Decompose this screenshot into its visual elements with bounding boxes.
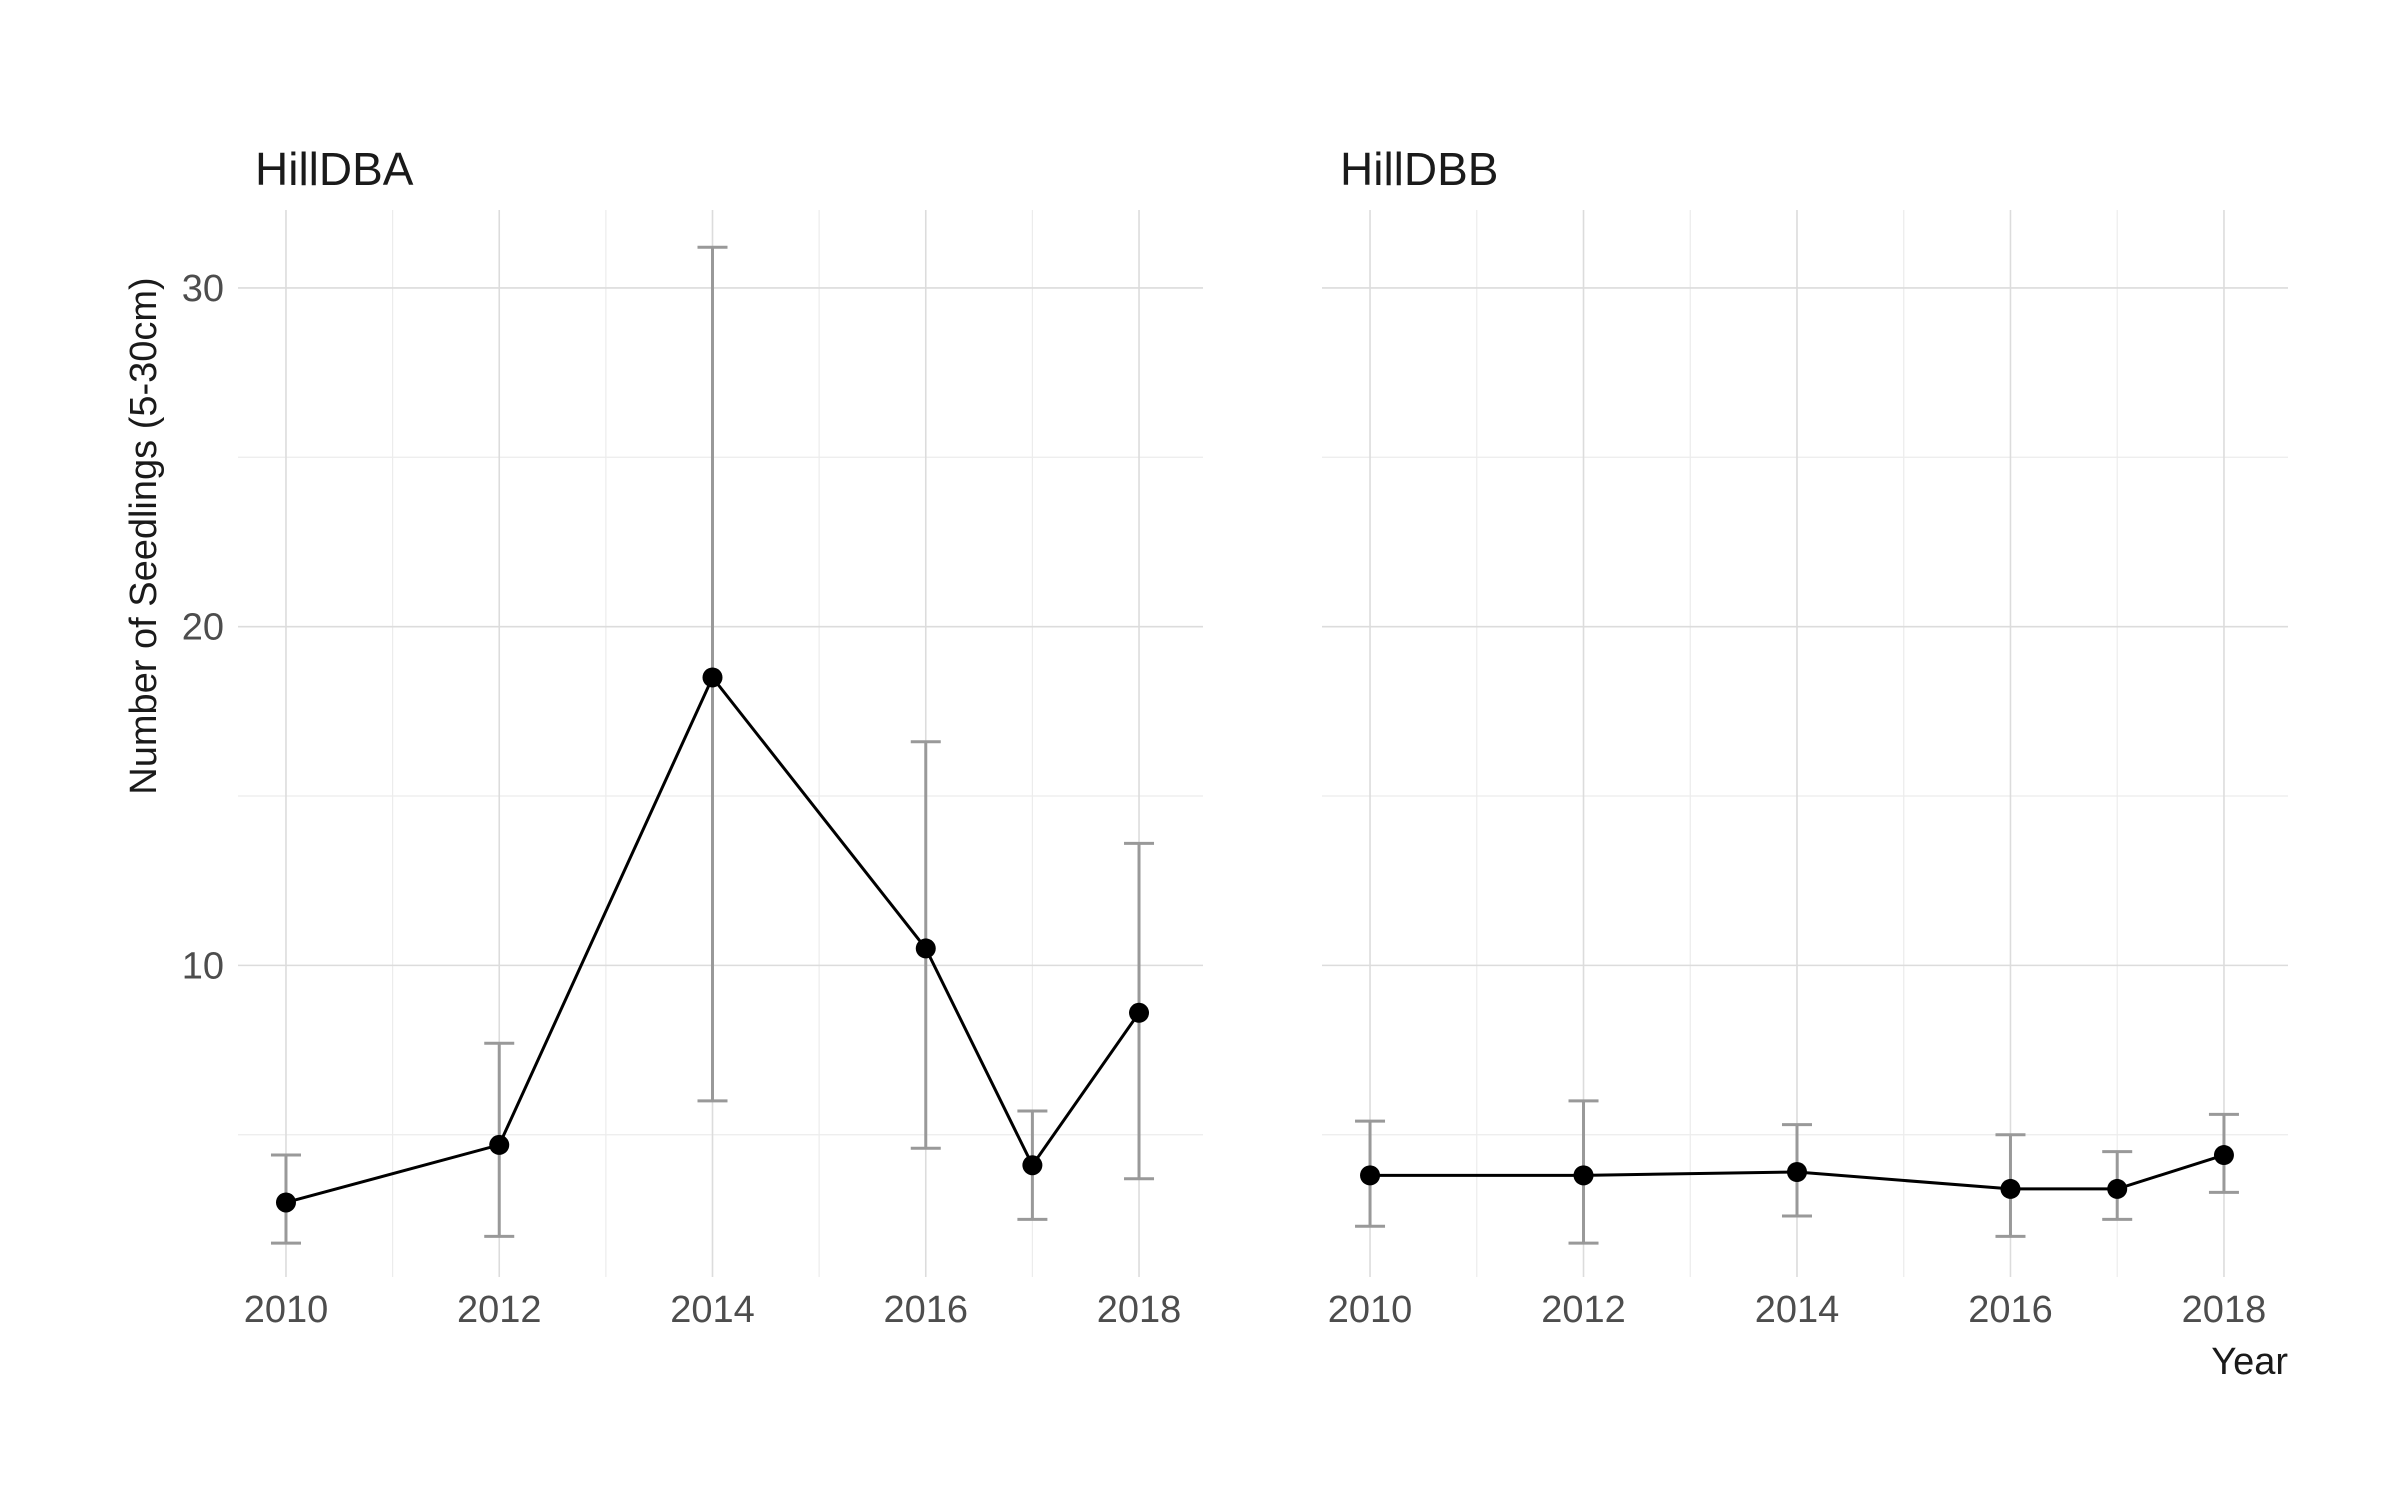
y-tick-label: 30 bbox=[182, 268, 224, 310]
data-point bbox=[1573, 1165, 1594, 1186]
data-point bbox=[275, 1192, 296, 1213]
data-point bbox=[702, 667, 723, 688]
data-point bbox=[1786, 1161, 1807, 1182]
x-tick-label: 2010 bbox=[1328, 1289, 1413, 1331]
x-tick-label: 2018 bbox=[1097, 1289, 1182, 1331]
x-tick-label: 2010 bbox=[244, 1289, 329, 1331]
x-tick-label: 2014 bbox=[670, 1289, 755, 1331]
x-tick-label: 2014 bbox=[1755, 1289, 1840, 1331]
panel-title-hilldba: HillDBA bbox=[255, 143, 414, 195]
grid-1 bbox=[1322, 210, 2288, 1277]
data-point bbox=[1129, 1002, 1150, 1023]
series-line bbox=[285, 674, 1141, 1204]
data-point bbox=[2107, 1178, 2128, 1199]
x-tick-label: 2016 bbox=[883, 1289, 968, 1331]
y-tick-label: 20 bbox=[182, 607, 224, 649]
data-point bbox=[2213, 1145, 2234, 1166]
panel-hilldbb: HillDBB 2010 2012 2014 2016 2018 bbox=[1322, 143, 2288, 1331]
x-tick-label: 2012 bbox=[457, 1289, 542, 1331]
panel-title-hilldbb: HillDBB bbox=[1340, 143, 1498, 195]
y-axis-title: Number of Seedlings (5-30cm) bbox=[123, 277, 165, 794]
series-line bbox=[1370, 1153, 2225, 1191]
x-axis-title: Year bbox=[2211, 1341, 2288, 1383]
y-tick-label: 10 bbox=[182, 945, 224, 987]
data-point bbox=[1022, 1155, 1043, 1176]
grid-0 bbox=[238, 210, 1203, 1277]
x-tick-label: 2018 bbox=[2182, 1289, 2267, 1331]
data-point bbox=[1360, 1165, 1381, 1186]
x-tick-label: 2012 bbox=[1541, 1289, 1626, 1331]
x-tick-label: 2016 bbox=[1968, 1289, 2053, 1331]
data-point bbox=[489, 1134, 510, 1155]
panel-hilldba: HillDBA 10 20 30 2010 2012 2014 2016 2018 bbox=[182, 143, 1203, 1331]
data-point bbox=[2000, 1178, 2021, 1199]
data-point bbox=[915, 938, 936, 959]
